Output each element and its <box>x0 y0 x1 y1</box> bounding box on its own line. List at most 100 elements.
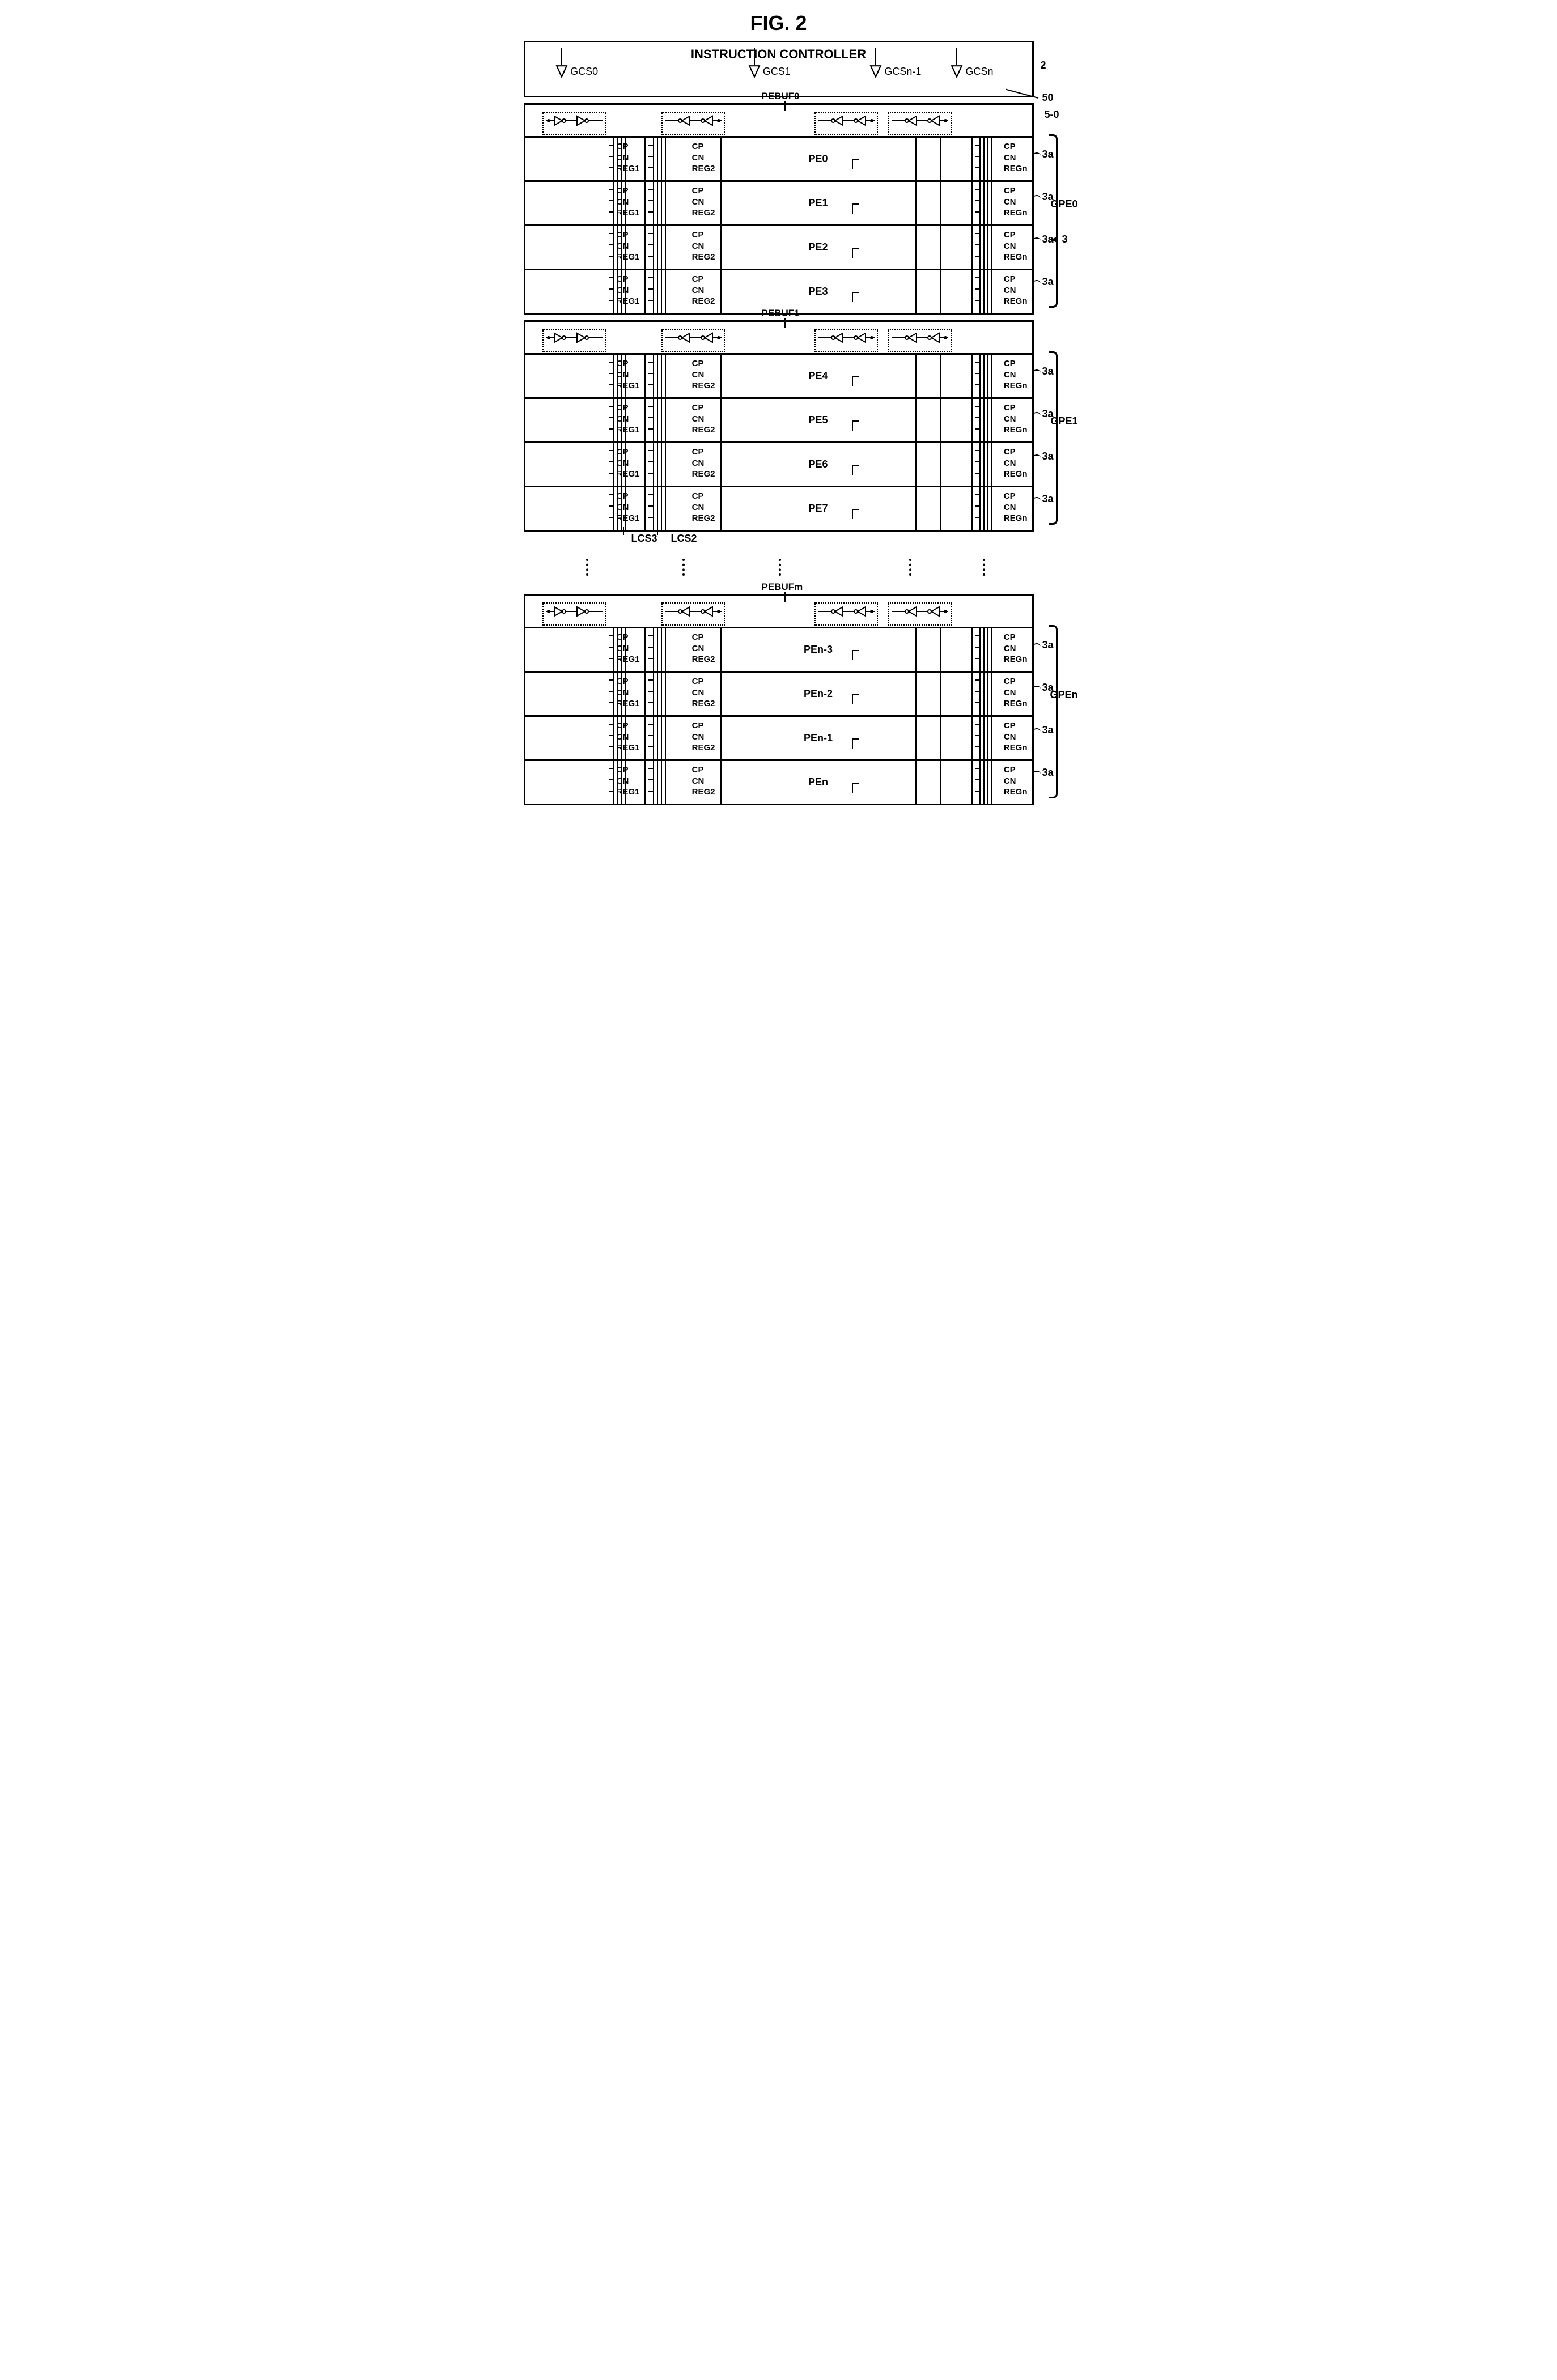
reg-label: CP <box>617 358 640 369</box>
pe-label: PE6 <box>722 443 915 486</box>
gcs-signal: GCSn-1 <box>869 65 921 78</box>
buffer-chain <box>661 329 725 352</box>
reg-label: CP <box>617 447 640 458</box>
gcs-signal: GCSn <box>951 65 993 78</box>
buffer-chain <box>888 329 952 352</box>
reg-label: REG1 <box>617 654 640 665</box>
reg-label: CP <box>617 185 640 197</box>
pe-row: CPCNREG1CPCNREG2PEnCPCNREGn <box>525 761 1032 804</box>
reg-label: CP <box>692 185 715 197</box>
pe-label: PEn <box>722 761 915 804</box>
reg-label: CP <box>692 447 715 458</box>
reg-label: CN <box>692 458 715 469</box>
reg-label: CP <box>1004 274 1028 285</box>
gcs-signal: GCS0 <box>555 65 598 78</box>
reg-label: CN <box>1004 776 1028 787</box>
reg-label: REG2 <box>692 207 715 219</box>
reg-label: CP <box>692 491 715 502</box>
pe-row: CPCNREG1CPCNREG2PEn-3CPCNREGn <box>525 628 1032 673</box>
reg-label: CN <box>1004 414 1028 425</box>
reg-label: CN <box>1004 732 1028 743</box>
pe-row: CPCNREG1CPCNREG2PE4CPCNREGn <box>525 355 1032 399</box>
pe-row: CPCNREG1CPCNREG2PE6CPCNREGn <box>525 443 1032 487</box>
reg-label: CP <box>692 274 715 285</box>
pe-row: CPCNREG1CPCNREG2PE1CPCNREGn <box>525 182 1032 226</box>
reg-label: CP <box>1004 358 1028 369</box>
buf-ref: 5-0 <box>1044 109 1059 121</box>
reg-label: REG1 <box>617 207 640 219</box>
reg-label: CN <box>617 285 640 296</box>
reg-label: REGn <box>1004 207 1028 219</box>
pe-row: CPCNREG1CPCNREG2PE3CPCNREGn <box>525 270 1032 313</box>
reg-label: REG1 <box>617 742 640 754</box>
reg-label: CP <box>692 402 715 414</box>
reg-label: CP <box>1004 764 1028 776</box>
reg-label: REG1 <box>617 787 640 798</box>
reg-label: CP <box>692 632 715 643</box>
reg-label: CN <box>617 241 640 252</box>
reg-label: REGn <box>1004 513 1028 524</box>
reg-label: REGn <box>1004 787 1028 798</box>
reg-label: CN <box>617 197 640 208</box>
reg-label: CP <box>1004 185 1028 197</box>
reg-label: CP <box>692 358 715 369</box>
pe-label: PE2 <box>722 226 915 269</box>
reg-label: REGn <box>1004 296 1028 307</box>
reg-label: REG2 <box>692 787 715 798</box>
reg-label: REG2 <box>692 424 715 436</box>
reg-label: REG1 <box>617 513 640 524</box>
reg-label: REGn <box>1004 252 1028 263</box>
reg-label: CP <box>617 230 640 241</box>
pe-label: PEn-1 <box>722 717 915 759</box>
reg-label: CN <box>692 732 715 743</box>
reg-label: CP <box>617 491 640 502</box>
reg-label: CP <box>617 764 640 776</box>
reg-label: CP <box>1004 676 1028 687</box>
reg-label: CN <box>1004 285 1028 296</box>
reg-label: CP <box>692 720 715 732</box>
reg-label: REG2 <box>692 296 715 307</box>
reg-label: REGn <box>1004 698 1028 709</box>
reg-label: REGn <box>1004 380 1028 392</box>
gpe-group: PEBUF1CPCNREG1CPCNREG2PE4CPCNREGnCPCNREG… <box>524 320 1034 532</box>
gpe-group: PEBUF0CPCNREG1CPCNREG2PE0CPCNREGnCPCNREG… <box>524 103 1034 314</box>
reg-label: CN <box>692 643 715 654</box>
figure-title: FIG. 2 <box>524 11 1034 35</box>
lcs-label: LCS3 <box>631 533 657 545</box>
pe-row: CPCNREG1CPCNREG2PEn-2CPCNREGn <box>525 673 1032 717</box>
gpe-group: PEBUFmCPCNREG1CPCNREG2PEn-3CPCNREGnCPCNR… <box>524 594 1034 805</box>
pe-label: PE5 <box>722 399 915 441</box>
reg-label: REG1 <box>617 163 640 175</box>
pe-label: PE7 <box>722 487 915 530</box>
pe-row: CPCNREG1CPCNREG2PE5CPCNREGn <box>525 399 1032 443</box>
reg-label: CN <box>1004 502 1028 513</box>
reg-label: REG1 <box>617 698 640 709</box>
reg-label: REGn <box>1004 424 1028 436</box>
instruction-controller: INSTRUCTION CONTROLLER GCS0 GCS1 GCSn-1 GCS… <box>524 41 1034 97</box>
pe-row: CPCNREG1CPCNREG2PE7CPCNREGn <box>525 487 1032 530</box>
reg-label: CP <box>1004 402 1028 414</box>
reg-label: REG1 <box>617 252 640 263</box>
pe-label: PEn-3 <box>722 628 915 671</box>
gcs-signal: GCS1 <box>748 65 791 78</box>
reg-label: CP <box>1004 447 1028 458</box>
reg-label: CN <box>692 414 715 425</box>
buffer-chain <box>814 329 878 352</box>
reg-label: CN <box>692 502 715 513</box>
reg-label: CP <box>617 632 640 643</box>
reg-label: REG1 <box>617 296 640 307</box>
pebuf-label: PEBUF0 <box>762 91 800 102</box>
reg-label: CN <box>617 458 640 469</box>
pe-row: CPCNREG1CPCNREG2PE0CPCNREGn <box>525 138 1032 182</box>
reg-label: REG1 <box>617 380 640 392</box>
reg-label: CN <box>617 152 640 164</box>
reg-label: REG2 <box>692 163 715 175</box>
reg-label: CN <box>617 369 640 381</box>
reg-label: CP <box>692 764 715 776</box>
reg-label: CP <box>1004 230 1028 241</box>
reg-label: CP <box>1004 141 1028 152</box>
buffer-chain <box>542 112 606 135</box>
controller-title: INSTRUCTION CONTROLLER <box>691 47 866 61</box>
reg-label: REG2 <box>692 654 715 665</box>
reg-label: CN <box>1004 241 1028 252</box>
